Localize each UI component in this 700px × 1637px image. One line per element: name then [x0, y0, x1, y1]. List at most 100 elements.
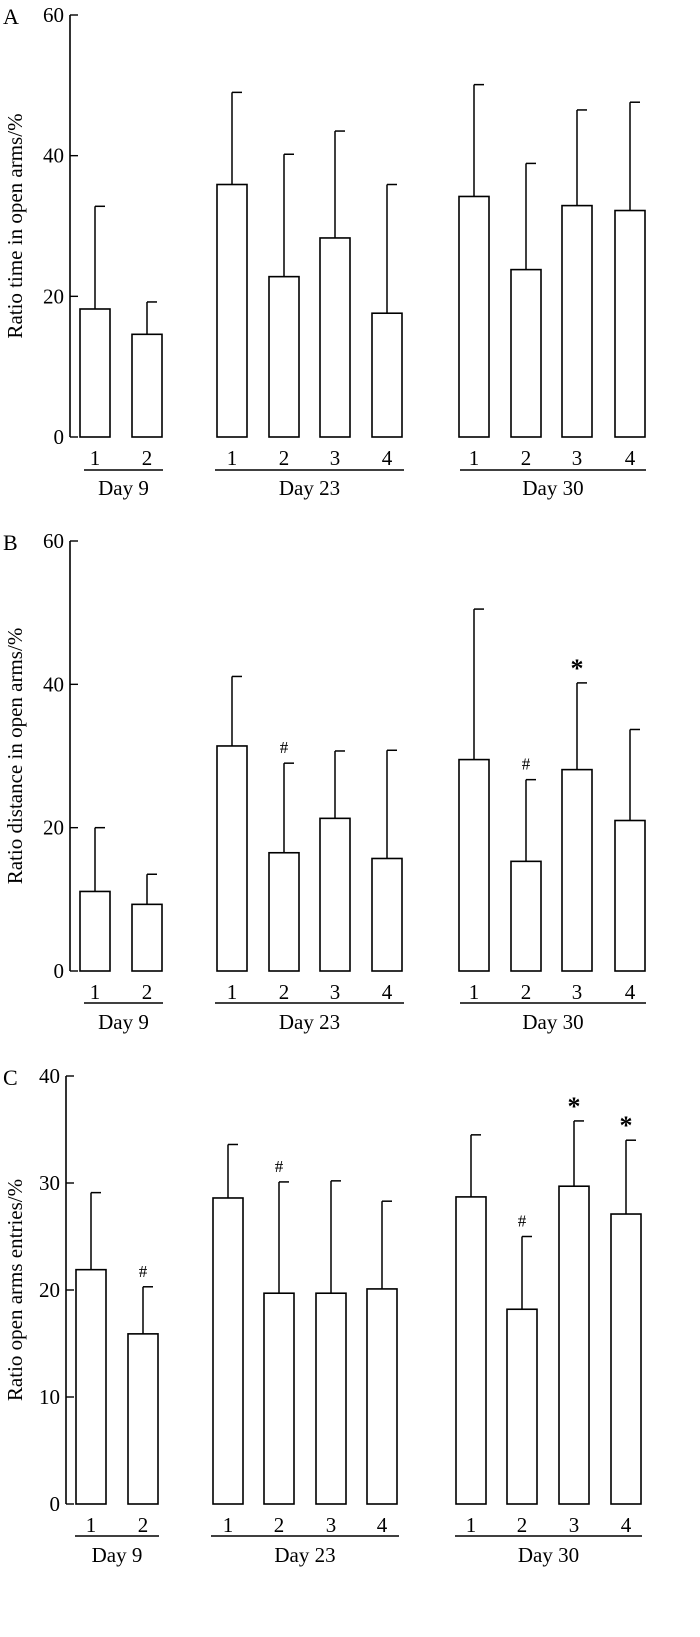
bar [614, 209, 646, 438]
bar [216, 183, 248, 438]
category-label: 1 [227, 446, 238, 470]
bar [366, 1288, 398, 1505]
bar [510, 860, 542, 972]
bar [79, 890, 111, 972]
panel-letter: A [3, 4, 19, 29]
significance-hash: # [275, 1157, 284, 1176]
bar [268, 275, 300, 438]
category-label: 4 [621, 1513, 632, 1537]
category-label: 4 [382, 980, 393, 1004]
panel-letter: C [3, 1065, 18, 1090]
y-tick-label: 30 [39, 1171, 60, 1195]
y-tick-label: 60 [43, 529, 64, 553]
bar [319, 237, 351, 438]
bar [263, 1292, 295, 1505]
panel-a: A 0 20 40 60 Ratio time in open arms/% 1 2 Day 9… [3, 3, 646, 500]
significance-hash: # [522, 755, 531, 774]
category-label: 1 [86, 1513, 97, 1537]
bar [458, 758, 490, 972]
y-tick-label: 0 [54, 425, 65, 449]
category-label: 1 [223, 1513, 234, 1537]
y-tick-label: 60 [43, 3, 64, 27]
bar [319, 817, 351, 972]
panel-letter: B [3, 530, 18, 555]
category-label: 3 [326, 1513, 337, 1537]
category-label: 4 [625, 446, 636, 470]
significance-hash: # [280, 738, 289, 757]
bar [127, 1333, 159, 1505]
y-axis-title: Ratio distance in open arms/% [3, 628, 27, 885]
category-label: 2 [521, 446, 532, 470]
bar [79, 308, 111, 438]
y-tick-label: 0 [54, 959, 65, 983]
group-label: Day 9 [92, 1543, 143, 1567]
category-label: 2 [138, 1513, 149, 1537]
category-label: 2 [517, 1513, 528, 1537]
bar [614, 819, 646, 972]
y-tick-label: 10 [39, 1385, 60, 1409]
bar [216, 745, 248, 972]
group-label: Day 30 [522, 476, 583, 500]
category-label: 1 [466, 1513, 477, 1537]
category-label: 2 [274, 1513, 285, 1537]
y-tick-label: 40 [43, 144, 64, 168]
category-label: 2 [279, 980, 290, 1004]
group-label: Day 23 [274, 1543, 335, 1567]
category-label: 1 [90, 980, 101, 1004]
bar [610, 1213, 642, 1505]
bar [131, 333, 163, 438]
y-tick-label: 40 [43, 672, 64, 696]
bar [212, 1197, 244, 1505]
bar [268, 851, 300, 972]
category-label: 2 [142, 446, 153, 470]
category-label: 2 [142, 980, 153, 1004]
category-label: 1 [469, 980, 480, 1004]
y-tick-label: 20 [43, 816, 64, 840]
significance-star: * [620, 1111, 633, 1140]
bar [131, 903, 163, 972]
y-axis-title: Ratio time in open arms/% [3, 113, 27, 338]
bar [506, 1308, 538, 1505]
bar [315, 1292, 347, 1505]
category-label: 4 [382, 446, 393, 470]
category-label: 4 [625, 980, 636, 1004]
category-label: 3 [330, 446, 341, 470]
category-label: 3 [569, 1513, 580, 1537]
bar [561, 204, 593, 438]
group-label: Day 23 [279, 476, 340, 500]
bar [75, 1268, 107, 1505]
group-label: Day 30 [522, 1010, 583, 1034]
group-label: Day 30 [518, 1543, 579, 1567]
category-label: 1 [227, 980, 238, 1004]
significance-star: * [568, 1092, 581, 1121]
panel-b: B 0 20 40 60 Ratio distance in open arms/% 1 2 D… [3, 529, 646, 1034]
bar [561, 768, 593, 972]
significance-hash: # [518, 1212, 527, 1231]
bar [510, 268, 542, 438]
category-label: 3 [572, 980, 583, 1004]
category-label: 3 [330, 980, 341, 1004]
group-label: Day 23 [279, 1010, 340, 1034]
category-label: 4 [377, 1513, 388, 1537]
y-tick-label: 20 [39, 1278, 60, 1302]
y-tick-label: 40 [39, 1064, 60, 1088]
y-tick-label: 0 [50, 1492, 61, 1516]
group-label: Day 9 [98, 1010, 149, 1034]
category-label: 2 [279, 446, 290, 470]
category-label: 3 [572, 446, 583, 470]
bar [558, 1185, 590, 1505]
category-label: 1 [469, 446, 480, 470]
y-axis-title: Ratio open arms entries/% [3, 1179, 27, 1401]
bar [458, 195, 490, 438]
bar [371, 857, 403, 972]
panel-c: C 0 10 20 30 40 Ratio open arms entries/% 1 2 # Da… [3, 1064, 642, 1567]
category-label: 1 [90, 446, 101, 470]
group-label: Day 9 [98, 476, 149, 500]
significance-hash: # [139, 1262, 148, 1281]
y-tick-label: 20 [43, 284, 64, 308]
bar [455, 1196, 487, 1505]
category-label: 2 [521, 980, 532, 1004]
bar [371, 312, 403, 438]
significance-star: * [571, 654, 584, 683]
